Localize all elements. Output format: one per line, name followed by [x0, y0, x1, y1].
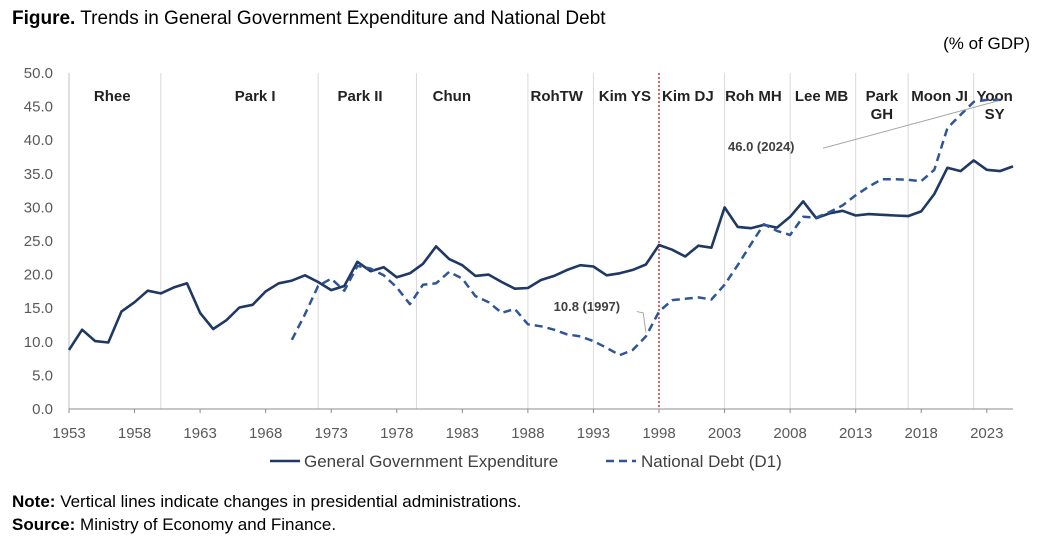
x-tick-label: 1968 — [249, 425, 282, 442]
admin-label: Rhee — [94, 88, 131, 105]
source-label: Source: — [12, 515, 76, 534]
x-tick-label: 1998 — [642, 425, 675, 442]
y-tick-label: 0.0 — [32, 401, 53, 418]
admin-label: Park II — [338, 88, 383, 105]
admin-label-line: Lee MB — [795, 88, 849, 105]
y-tick-label: 45.0 — [24, 99, 53, 116]
admin-label-line: Kim DJ — [662, 88, 714, 105]
note-label: Note: — [12, 492, 56, 511]
admin-label: Park GH — [866, 88, 899, 123]
x-tick-label: 2008 — [773, 425, 806, 442]
admin-label-line: Kim YS — [599, 88, 651, 105]
source-line: Source: Ministry of Economy and Finance. — [12, 513, 521, 536]
note-line: Note: Vertical lines indicate changes in… — [12, 490, 521, 513]
annotation-2024: 46.0 (2024) — [728, 139, 795, 154]
legend-label-expenditure: General Government Expenditure — [304, 452, 558, 471]
y-tick-label: 15.0 — [24, 300, 53, 317]
x-tick-label: 1953 — [52, 425, 85, 442]
y-tick-label: 30.0 — [24, 199, 53, 216]
annotations: 10.8 (1997) 46.0 (2024) — [554, 100, 999, 333]
admin-label: RohTW — [530, 88, 583, 105]
figure-title: Figure. Trends in General Government Exp… — [12, 8, 606, 30]
admin-label-line: Park — [866, 88, 899, 105]
admin-label-line: Yoon — [976, 88, 1012, 105]
x-tick-label: 2018 — [905, 425, 938, 442]
y-tick-label: 5.0 — [32, 367, 53, 384]
legend: General Government Expenditure National D… — [270, 452, 782, 471]
source-text: Ministry of Economy and Finance. — [80, 515, 337, 534]
admin-label-line: Roh MH — [725, 88, 782, 105]
admin-label-line: Rhee — [94, 88, 131, 105]
admin-label: Moon JI — [911, 88, 968, 105]
admin-label-line: Park II — [338, 88, 383, 105]
y-tick-label: 25.0 — [24, 233, 53, 250]
admin-label-line: SY — [985, 106, 1005, 123]
y-tick-label: 50.0 — [24, 65, 53, 82]
annotation-1997: 10.8 (1997) — [554, 299, 621, 314]
admin-label-line: GH — [871, 106, 894, 123]
y-tick-label: 20.0 — [24, 267, 53, 284]
x-tick-label: 2013 — [839, 425, 872, 442]
series-line-expenditure — [67, 159, 1014, 351]
annotation-leader — [636, 311, 647, 333]
x-tick-label: 1958 — [118, 425, 151, 442]
x-tick-label: 1978 — [380, 425, 413, 442]
x-tick-label: 2003 — [708, 425, 741, 442]
figure-label: Figure. — [12, 8, 76, 29]
x-tick-label: 1993 — [577, 425, 610, 442]
admin-label: Park I — [235, 88, 276, 105]
admin-label-line: Moon JI — [911, 88, 968, 105]
x-tick-label: 1963 — [183, 425, 216, 442]
x-tick-label: 2023 — [970, 425, 1003, 442]
admin-labels: Rhee Park I Park II Chun RohTW Kim YS Kim DJ Ro… — [94, 88, 1013, 123]
admin-label-line: RohTW — [530, 88, 583, 105]
series-lines — [67, 98, 1014, 357]
admin-label: Chun — [433, 88, 471, 105]
figure-title-text: Trends in General Government Expenditure… — [80, 8, 606, 29]
x-tick-label: 1983 — [446, 425, 479, 442]
admin-label: Kim DJ — [662, 88, 714, 105]
unit-label: (% of GDP) — [943, 34, 1030, 53]
admin-label: Roh MH — [725, 88, 782, 105]
admin-label: Lee MB — [795, 88, 849, 105]
axes: 0.0 5.0 10.0 15.0 20.0 25.0 30.0 35.0 40.0 45.0 50… — [24, 65, 1013, 442]
admin-dividers — [160, 73, 975, 409]
footnotes: Note: Vertical lines indicate changes in… — [12, 490, 521, 536]
annotation-leader — [822, 100, 999, 149]
y-tick-label: 40.0 — [24, 132, 53, 149]
x-tick-label: 1973 — [315, 425, 348, 442]
x-tick-label: 1988 — [511, 425, 544, 442]
admin-label: Kim YS — [599, 88, 651, 105]
y-tick-label: 10.0 — [24, 334, 53, 351]
y-tick-label: 35.0 — [24, 166, 53, 183]
legend-label-debt: National Debt (D1) — [641, 452, 782, 471]
note-text: Vertical lines indicate changes in presi… — [60, 492, 522, 511]
series-line-debt — [290, 98, 1000, 357]
admin-label-line: Park I — [235, 88, 276, 105]
admin-label-line: Chun — [433, 88, 471, 105]
